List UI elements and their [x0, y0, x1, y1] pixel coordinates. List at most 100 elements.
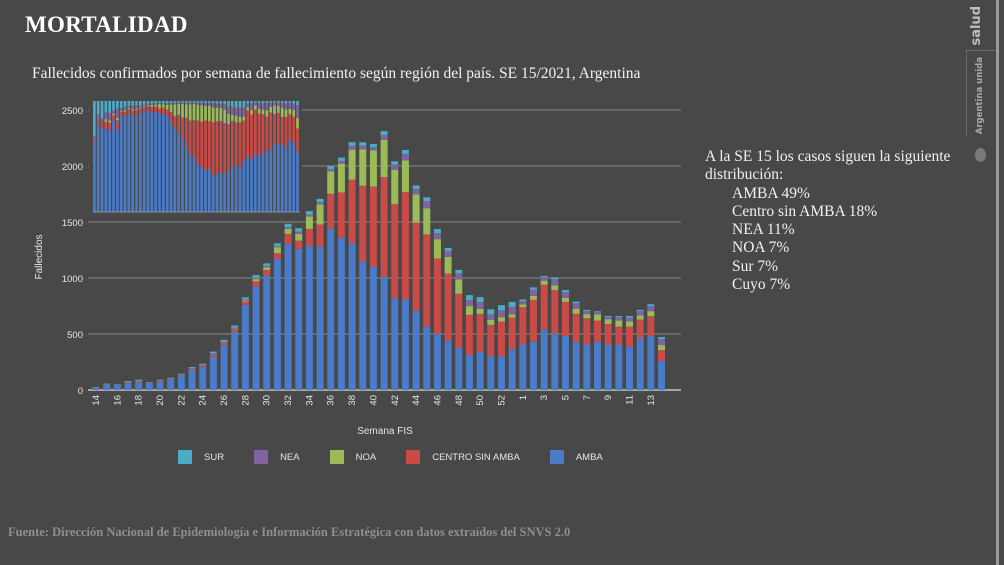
- inset-bar-segment: [93, 145, 96, 212]
- bar-segment-noa: [647, 311, 655, 317]
- x-tick-label: 34: [304, 395, 315, 406]
- inset-bar-segment: [208, 169, 211, 212]
- bar-segment-amba: [465, 354, 473, 390]
- inset-bar-segment: [96, 101, 100, 115]
- inset-bar-segment: [257, 156, 261, 212]
- bar-segment-centro-sin-amba: [177, 375, 185, 376]
- inset-bar-segment: [254, 109, 257, 154]
- inset-bar-segment: [200, 102, 204, 106]
- inset-bar-segment: [93, 101, 96, 137]
- inset-bar-segment: [261, 114, 265, 153]
- bar-segment-centro-sin-amba: [231, 329, 239, 332]
- bar-segment-nea: [647, 306, 655, 312]
- inset-bar-segment: [250, 103, 253, 111]
- bar-segment-sur: [188, 367, 196, 369]
- bar-segment-nea: [380, 135, 388, 140]
- inset-bar-segment: [188, 102, 192, 105]
- inset-bar-segment: [177, 114, 181, 133]
- legend-swatch: [254, 450, 269, 464]
- bar-segment-centro-sin-amba: [647, 316, 655, 337]
- inset-bar-segment: [185, 102, 188, 105]
- bar-segment-sur: [561, 290, 569, 293]
- inset-bar-segment: [242, 116, 246, 121]
- bar-segment-centro-sin-amba: [561, 301, 569, 337]
- bar-segment-amba: [615, 344, 623, 390]
- bar-segment-amba: [636, 338, 644, 390]
- bar-segment-amba: [604, 344, 612, 390]
- bar-segment-sur: [327, 165, 335, 170]
- bar-segment-noa: [380, 139, 388, 178]
- stacked-bar-chart: 0 500 1000 1500 2000 2500 14 16 18 20 22 24 26 28 30 32…: [34, 99, 681, 437]
- x-tick-label: 1: [518, 395, 529, 400]
- bar-segment-amba: [626, 346, 633, 390]
- inset-bar-segment: [192, 156, 196, 212]
- bar-segment-amba: [327, 228, 335, 390]
- bar-segment-amba: [593, 341, 601, 390]
- bar-segment-centro-sin-amba: [593, 320, 601, 342]
- bar-segment-amba: [572, 341, 580, 390]
- bar-segment-noa: [476, 308, 484, 314]
- bar-segment-amba: [337, 237, 345, 390]
- inset-bar-segment: [116, 129, 119, 212]
- inset-bar-segment: [277, 112, 280, 144]
- inset-bar-segment: [139, 108, 142, 113]
- inset-bar-segment: [280, 102, 284, 108]
- bar-segment-centro-sin-amba: [305, 228, 313, 246]
- inset-bar-segment: [104, 101, 108, 113]
- inset-bar-segment: [139, 105, 142, 108]
- inset-bar-segment: [185, 101, 188, 103]
- inset-bar-segment: [104, 112, 108, 120]
- bar-segment-noa: [401, 160, 409, 193]
- inset-bar-segment: [261, 109, 265, 115]
- bar-segment-amba: [433, 333, 441, 390]
- inset-bar-segment: [280, 116, 284, 144]
- bar-segment-centro-sin-amba: [412, 222, 420, 311]
- bar-segment-centro-sin-amba: [401, 192, 409, 300]
- bar-segment-sur: [348, 142, 356, 146]
- inset-bar-segment: [100, 123, 104, 128]
- brand-unida: Argentina unida: [975, 57, 985, 135]
- bar-segment-nea: [561, 292, 569, 298]
- inset-bar-segment: [188, 104, 192, 121]
- inset-bar-segment: [173, 115, 177, 129]
- bar-segment-noa: [412, 194, 420, 223]
- inset-bar-segment: [208, 102, 211, 106]
- inset-bar-segment: [261, 103, 265, 110]
- bar-segment-nea: [583, 311, 591, 315]
- inset-bar-segment: [242, 101, 246, 108]
- bar-segment-centro-sin-amba: [337, 192, 345, 238]
- source-footer: Fuente: Dirección Nacional de Epidemiolo…: [8, 525, 571, 539]
- inset-bar-segment: [173, 104, 177, 116]
- inset-bar-segment: [284, 147, 288, 212]
- bar-segment-nea: [263, 265, 271, 268]
- inset-bar-segment: [192, 103, 196, 121]
- inset-bar-segment: [158, 108, 161, 113]
- inset-bar-segment: [108, 113, 112, 121]
- bar-segment-nea: [593, 312, 601, 315]
- bar-segment-noa: [551, 285, 559, 291]
- bar-segment-sur: [369, 143, 377, 148]
- bar-segment-sur: [359, 142, 367, 146]
- bar-segment-sur: [593, 311, 601, 313]
- x-tick-label: 40: [368, 395, 379, 406]
- distribution-item: Sur 7%: [732, 257, 779, 275]
- inset-bar-segment: [142, 106, 146, 108]
- bar-segment-sur: [284, 223, 292, 228]
- bar-segment-nea: [487, 314, 495, 320]
- inset-bar-segment: [123, 101, 127, 108]
- distribution-summary: A la SE 15 los casos siguen la siguiente…: [705, 148, 1004, 294]
- bar-segment-nea: [540, 277, 548, 281]
- bar-segment-sur: [103, 383, 111, 385]
- distribution-intro: A la SE 15 los casos siguen la siguiente…: [705, 148, 951, 184]
- legend-item: NOA: [329, 450, 376, 464]
- inset-bar-segment: [250, 159, 253, 212]
- bar-segment-sur: [199, 363, 207, 365]
- bar-segment-nea: [369, 147, 377, 151]
- x-tick-label: 42: [390, 395, 401, 406]
- inset-bar-segment: [296, 101, 299, 105]
- bar-segment-sur: [252, 274, 260, 278]
- bar-segment-noa: [263, 267, 271, 270]
- inset-bar-segment: [150, 112, 154, 212]
- bar-segment-amba: [241, 304, 249, 390]
- inset-bar-segment: [119, 101, 123, 109]
